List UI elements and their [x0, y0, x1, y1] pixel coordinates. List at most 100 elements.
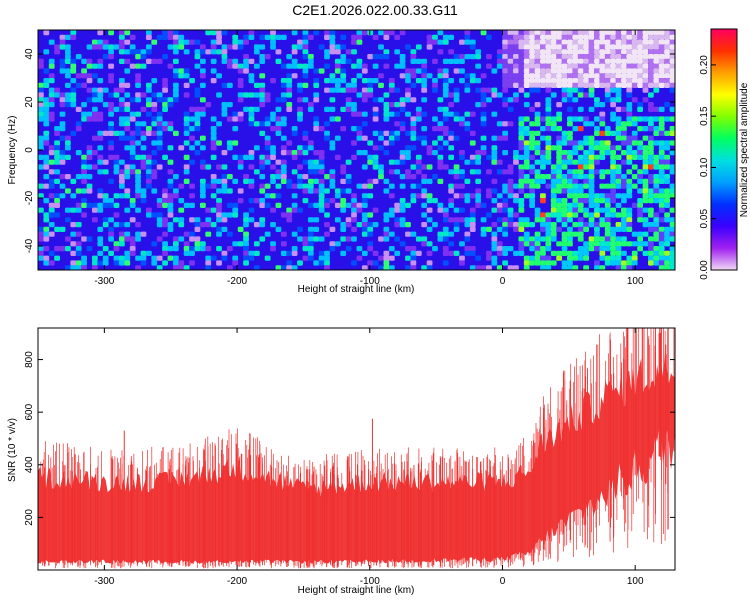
heatmap-cell	[577, 44, 584, 50]
heatmap-cell	[124, 174, 131, 180]
heatmap-cell	[648, 140, 654, 146]
heatmap-cell	[38, 246, 44, 252]
heatmap-cell	[550, 68, 557, 74]
heatmap-cell	[70, 87, 77, 93]
heatmap-cell	[594, 198, 600, 204]
heatmap-cell	[113, 241, 120, 247]
heatmap-cell	[513, 44, 519, 50]
heatmap-cell	[48, 260, 55, 266]
heatmap-cell	[648, 63, 654, 69]
heatmap-cell	[513, 92, 519, 98]
heatmap-cell	[345, 106, 352, 112]
heatmap-cell	[135, 54, 141, 60]
heatmap-cell	[518, 154, 525, 160]
heatmap-cell	[270, 116, 276, 122]
heatmap-cell	[577, 202, 584, 208]
heatmap-cell	[232, 44, 239, 50]
heatmap-cell	[550, 92, 557, 98]
heatmap-cell	[610, 150, 617, 156]
heatmap-cell	[577, 73, 584, 79]
heatmap-cell	[97, 116, 104, 122]
heatmap-cell	[577, 222, 584, 228]
heatmap-cell	[199, 222, 206, 228]
heatmap-cell	[183, 231, 190, 237]
heatmap-cell	[437, 202, 444, 208]
heatmap-cell	[210, 116, 217, 122]
heatmap-cell	[615, 174, 622, 180]
heatmap-cell	[151, 174, 158, 180]
heatmap-cell	[534, 87, 541, 93]
heatmap-cell	[383, 63, 390, 69]
heatmap-cell	[421, 63, 428, 69]
heatmap-cell	[491, 255, 498, 261]
heatmap-cell	[567, 78, 573, 84]
heatmap-cell	[329, 241, 336, 247]
heatmap-cell	[64, 97, 71, 103]
heatmap-cell	[199, 241, 206, 247]
heatmap-cell	[108, 217, 114, 223]
heatmap-cell	[329, 169, 336, 175]
heatmap-cell	[394, 34, 401, 40]
heatmap-cell	[631, 130, 638, 136]
heatmap-cell	[399, 183, 406, 189]
heatmap-cell	[421, 126, 428, 132]
heatmap-cell	[534, 260, 541, 266]
heatmap-cell	[135, 265, 141, 270]
heatmap-cell	[669, 30, 675, 36]
heatmap-cell	[194, 126, 201, 132]
heatmap-cell	[577, 34, 584, 40]
heatmap-cell	[151, 58, 158, 64]
heatmap-cell	[572, 87, 579, 93]
heatmap-cell	[232, 207, 239, 213]
heatmap-cell	[561, 82, 568, 88]
heatmap-cell	[329, 44, 336, 50]
heatmap-cell	[529, 135, 536, 141]
heatmap-cell	[145, 97, 152, 103]
heatmap-cell	[410, 164, 417, 170]
heatmap-cell	[669, 222, 675, 228]
heatmap-cell	[442, 116, 449, 122]
heatmap-cell	[91, 92, 98, 98]
heatmap-cell	[459, 260, 465, 266]
heatmap-cell	[540, 164, 546, 170]
heatmap-cell	[394, 130, 401, 136]
heatmap-cell	[491, 222, 498, 228]
heatmap-cell	[259, 82, 266, 88]
heatmap-cell	[91, 39, 98, 45]
heatmap-cell	[523, 222, 530, 228]
heatmap-cell	[232, 178, 239, 184]
heatmap-cell	[383, 49, 390, 55]
heatmap-cell	[178, 236, 185, 242]
heatmap-cell	[216, 34, 222, 40]
heatmap-cell	[118, 102, 125, 108]
heatmap-cell	[604, 246, 611, 252]
heatmap-cell	[588, 92, 595, 98]
heatmap-cell	[550, 212, 557, 218]
heatmap-cell	[518, 68, 525, 74]
heatmap-cell	[567, 231, 573, 237]
heatmap-cell	[135, 111, 141, 117]
heatmap-cell	[145, 212, 152, 218]
heatmap-cell	[221, 188, 228, 194]
heatmap-cell	[64, 68, 71, 74]
heatmap-cell	[631, 150, 638, 156]
heatmap-cell	[583, 241, 590, 247]
heatmap-cell	[577, 231, 584, 237]
heatmap-cell	[167, 30, 174, 36]
heatmap-cell	[259, 58, 266, 64]
heatmap-cell	[297, 164, 303, 170]
heatmap-cell	[135, 78, 141, 84]
heatmap-cell	[513, 68, 519, 74]
heatmap-cell	[486, 193, 492, 199]
heatmap-cell	[237, 159, 244, 165]
heatmap-cell	[410, 68, 417, 74]
heatmap-cell	[183, 116, 190, 122]
heatmap-cell	[523, 255, 530, 261]
heatmap-cell	[135, 121, 141, 127]
heatmap-cell	[550, 82, 557, 88]
heatmap-cell	[658, 188, 665, 194]
heatmap-cell	[669, 183, 675, 189]
heatmap-cell	[243, 106, 249, 112]
heatmap-cell	[621, 49, 627, 55]
heatmap-cell	[567, 39, 573, 45]
